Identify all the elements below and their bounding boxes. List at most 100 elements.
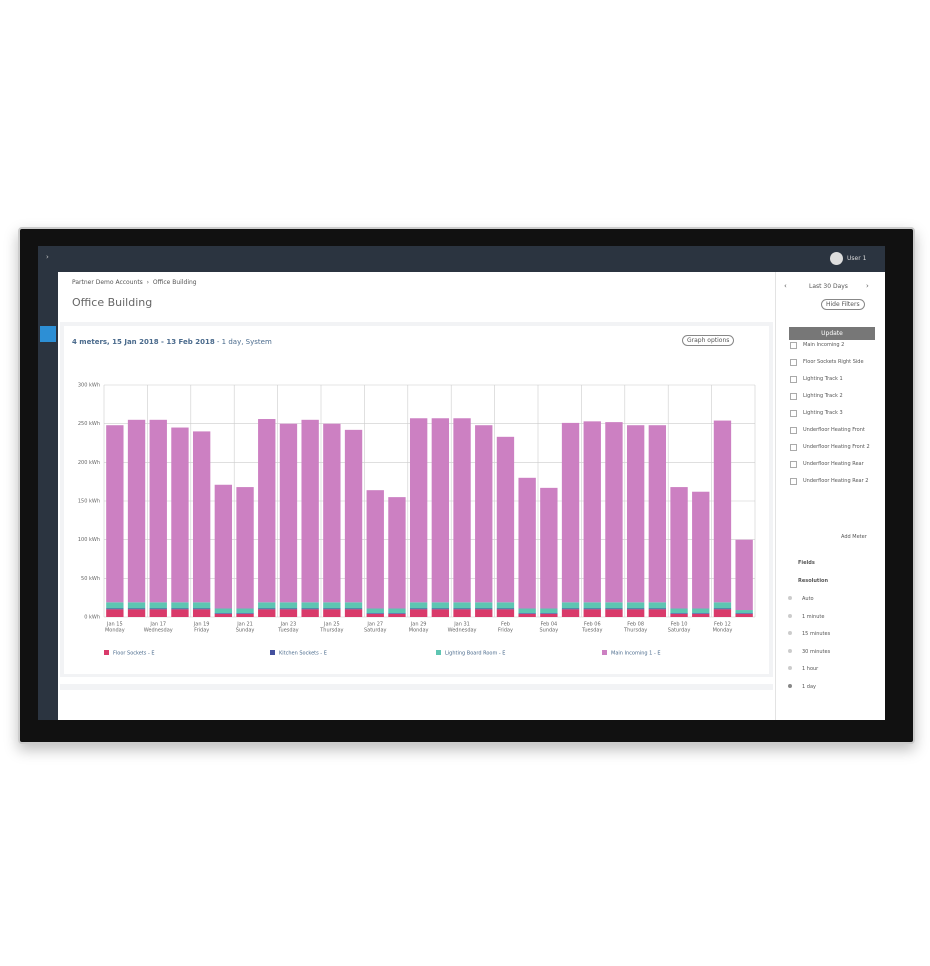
bar-segment xyxy=(540,613,558,617)
checkbox[interactable] xyxy=(790,393,797,400)
bar-segment xyxy=(127,609,146,617)
legend-swatch xyxy=(104,650,109,655)
meter-name[interactable]: Floor Sockets Right Side xyxy=(803,359,864,365)
resolution-name[interactable]: 30 minutes xyxy=(802,648,831,655)
y-tick-label: 0 kWh xyxy=(84,615,100,621)
meter-row[interactable]: Lighting Track 3 xyxy=(790,410,874,427)
bar-segment xyxy=(540,608,558,614)
bar-segment xyxy=(388,613,406,614)
bar-segment xyxy=(127,602,146,609)
radio[interactable] xyxy=(788,631,792,636)
resolution-name[interactable]: 1 day xyxy=(802,683,816,690)
avatar[interactable] xyxy=(830,252,843,265)
bar-segment xyxy=(279,602,298,609)
meter-name[interactable]: Underfloor Heating Rear 2 xyxy=(803,478,869,484)
checkbox[interactable] xyxy=(790,376,797,383)
y-tick-label: 100 kWh xyxy=(78,537,100,543)
meter-name[interactable]: Underfloor Heating Front 2 xyxy=(803,444,870,450)
resolution-row[interactable]: 15 minutes xyxy=(788,631,830,649)
radio[interactable] xyxy=(788,613,792,618)
bar-segment xyxy=(648,602,667,609)
resolution-row[interactable]: 30 minutes xyxy=(788,648,831,667)
bar-segment xyxy=(323,423,341,603)
meter-row[interactable]: Floor Sockets Right Side xyxy=(790,359,874,376)
meter-name[interactable]: Main Incoming 2 xyxy=(803,342,845,348)
next[interactable]: › xyxy=(866,282,869,290)
x-tick-label: Jan 31 xyxy=(453,622,470,628)
prev[interactable]: ‹ xyxy=(784,282,787,290)
bar-segment xyxy=(236,608,254,614)
bar-segment xyxy=(648,608,667,610)
bar-segment xyxy=(366,613,384,614)
meter-row[interactable]: Underfloor Heating Front xyxy=(790,427,874,444)
user-name[interactable]: User 1 xyxy=(847,255,867,262)
resolution-row[interactable]: Auto xyxy=(788,596,830,614)
resolution-name[interactable]: Auto xyxy=(802,596,814,602)
legend-swatch xyxy=(270,650,275,655)
bar-segment xyxy=(323,609,341,617)
bar-segment xyxy=(583,609,601,617)
checkbox[interactable] xyxy=(790,461,797,468)
meter-name[interactable]: Underfloor Heating Front xyxy=(803,427,865,433)
resolution[interactable]: Resolution xyxy=(798,578,829,584)
checkbox[interactable] xyxy=(790,478,797,485)
crumb[interactable]: Office Building xyxy=(152,279,197,286)
radio[interactable] xyxy=(788,683,792,688)
meter-name[interactable]: Lighting Track 1 xyxy=(803,376,843,382)
resolution-row[interactable]: 1 hour xyxy=(788,666,830,684)
radio[interactable] xyxy=(788,596,792,600)
meter-name[interactable]: Lighting Track 3 xyxy=(803,410,843,416)
bar-segment xyxy=(192,609,211,617)
bar-segment xyxy=(388,613,406,617)
checkbox[interactable] xyxy=(790,410,797,417)
resolution-name[interactable]: 15 minutes xyxy=(802,631,831,638)
meter-name[interactable]: Lighting Track 2 xyxy=(803,393,843,399)
x-tick-day: Wednesday xyxy=(144,628,173,634)
meter-row[interactable]: Underfloor Heating Rear 2 xyxy=(790,478,874,495)
checkbox[interactable] xyxy=(790,359,797,366)
hide-filters[interactable]: Hide Filters xyxy=(821,299,865,310)
add-meter[interactable]: Add Meter xyxy=(841,534,867,540)
bar-segment xyxy=(475,602,493,609)
y-tick-label: 250 kWh xyxy=(78,421,100,427)
radio[interactable] xyxy=(788,648,792,653)
update-button[interactable]: Update xyxy=(789,327,875,340)
bar-segment xyxy=(713,608,732,610)
resolution-row[interactable]: 1 minute xyxy=(788,613,830,632)
checkbox[interactable] xyxy=(790,427,797,434)
meter-row[interactable]: Main Incoming 2 xyxy=(790,342,874,359)
graph-options[interactable]: Graph options xyxy=(682,335,735,346)
meter-row[interactable]: Lighting Track 2 xyxy=(790,393,874,410)
date-range[interactable]: Last 30 Days xyxy=(809,283,848,290)
bar-segment xyxy=(127,419,146,603)
nav-chart[interactable] xyxy=(40,326,56,342)
checkbox[interactable] xyxy=(790,444,797,451)
bar-segment xyxy=(171,609,189,617)
resolution-name[interactable]: 1 hour xyxy=(802,666,819,673)
fields[interactable]: Fields xyxy=(798,560,815,566)
bar-segment xyxy=(301,602,319,609)
x-tick-day: Wednesday xyxy=(448,628,477,634)
expand[interactable]: › xyxy=(46,253,49,261)
crumb[interactable]: Partner Demo Accounts xyxy=(72,279,143,286)
meter-row[interactable]: Underfloor Heating Front 2 xyxy=(790,444,874,461)
x-tick-day: Friday xyxy=(194,628,209,634)
bar-segment xyxy=(453,608,471,610)
checkbox[interactable] xyxy=(790,342,797,349)
bar-segment xyxy=(149,419,167,603)
bar-segment xyxy=(735,613,753,617)
meter-row[interactable]: Underfloor Heating Rear xyxy=(790,461,874,478)
meter-name[interactable]: Underfloor Heating Rear xyxy=(803,461,864,467)
bar-segment xyxy=(258,609,276,617)
meter-row[interactable]: Lighting Track 1 xyxy=(790,376,874,393)
bar-segment xyxy=(496,436,515,603)
x-tick-day: Monday xyxy=(409,628,429,634)
radio[interactable] xyxy=(788,666,792,671)
resolution-row[interactable]: 1 day xyxy=(788,683,830,702)
bar-segment xyxy=(583,602,601,609)
bar-segment xyxy=(106,608,124,610)
bar-segment xyxy=(496,609,515,617)
resolution-name[interactable]: 1 minute xyxy=(802,613,825,620)
bar-segment xyxy=(605,602,623,609)
bar-segment xyxy=(692,608,710,614)
